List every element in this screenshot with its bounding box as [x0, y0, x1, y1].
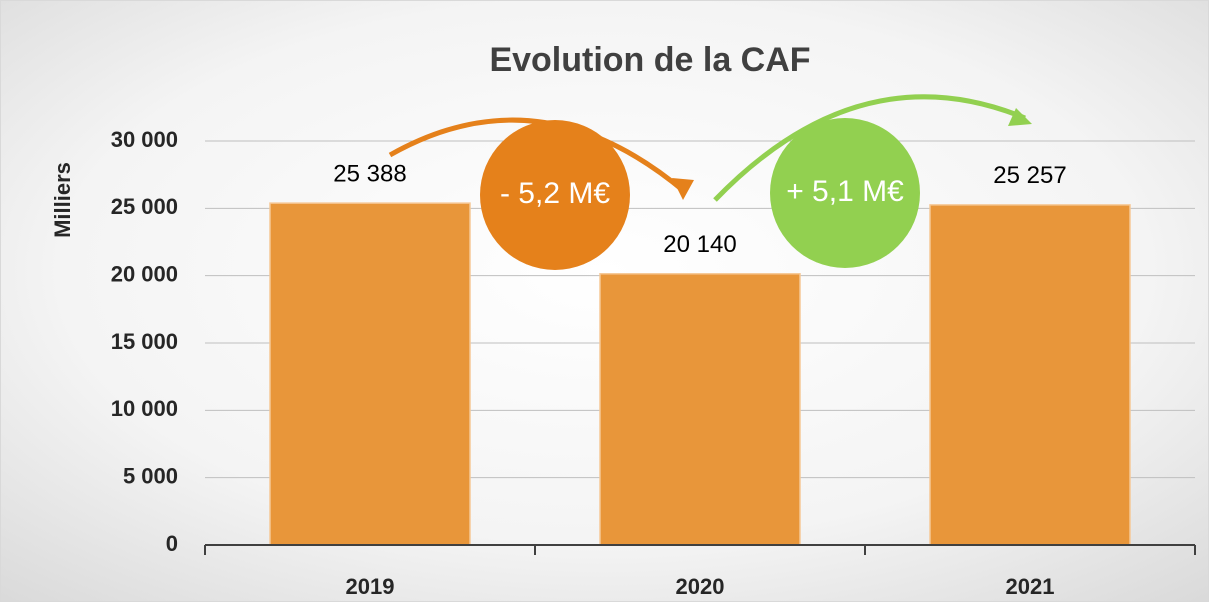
y-axis-label: Milliers	[50, 162, 75, 238]
annotation-text: + 5,1 M€	[786, 175, 904, 208]
y-tick-label: 30 000	[111, 127, 178, 152]
annotation-circle	[770, 118, 920, 268]
bars	[269, 202, 1131, 546]
y-tick-label: 25 000	[111, 194, 178, 219]
y-tick-label: 20 000	[111, 261, 178, 286]
x-tick-label: 2020	[676, 574, 725, 599]
annotation-arrowhead	[672, 178, 694, 200]
y-tick-label: 0	[166, 531, 178, 556]
annotation-arrow	[713, 94, 1026, 202]
bar	[929, 204, 1131, 546]
annotation-circle	[480, 120, 630, 270]
y-tick-label: 10 000	[111, 396, 178, 421]
x-tick-label: 2021	[1006, 574, 1055, 599]
chart-title: Evolution de la CAF	[489, 41, 810, 79]
x-axis	[204, 544, 1196, 555]
data-label: 25 388	[333, 160, 406, 187]
bar	[269, 202, 471, 546]
annotation-text: - 5,2 M€	[500, 177, 610, 210]
annotation-arrowhead	[1008, 108, 1032, 126]
y-tick-label: 15 000	[111, 329, 178, 354]
annotations: - 5,2 M€ + 5,1 M€	[388, 94, 1032, 270]
bar	[599, 273, 801, 546]
data-label: 20 140	[663, 231, 736, 258]
x-tick-label: 2019	[346, 574, 395, 599]
y-tick-label: 5 000	[123, 463, 178, 488]
data-label: 25 257	[993, 162, 1066, 189]
